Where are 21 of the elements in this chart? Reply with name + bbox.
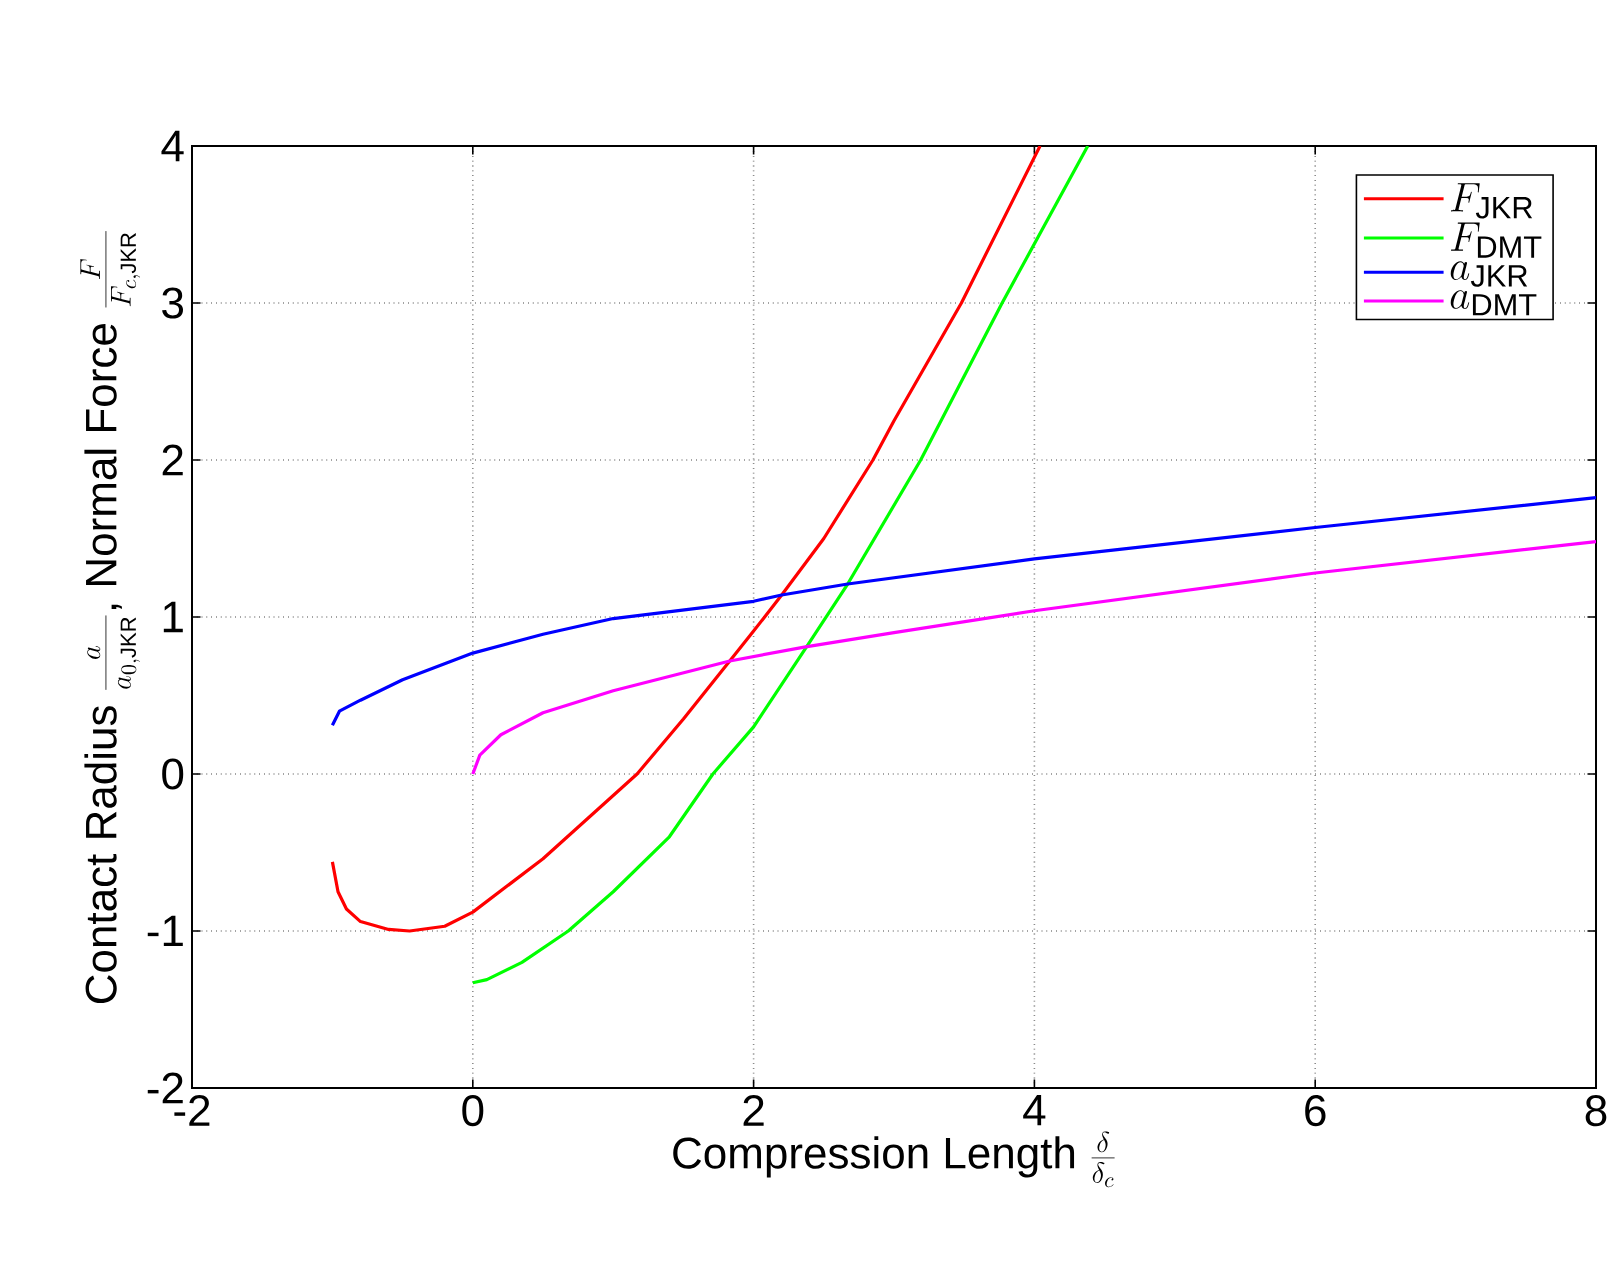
y-tick-label: 3 xyxy=(162,287,184,319)
line-series xyxy=(471,540,1596,776)
line-series xyxy=(330,145,1042,933)
y-tick-label: 2 xyxy=(162,444,183,476)
y-tick-label: 0 xyxy=(162,758,184,790)
line-series xyxy=(330,496,1596,727)
line-series xyxy=(471,145,1090,985)
legend-label: $F_{\mathrm{JKR}}$ xyxy=(1450,183,1533,219)
y-axis-title: $\mbox{Contact Radius }\frac{a}{a_{0,\mathrm{JKR}}}\mbox{, Normal Force }\frac{F}{F_{c,\mathrm{JKR}}}$ xyxy=(80,231,141,1004)
x-tick-label: 0 xyxy=(462,1095,484,1127)
legend-label: $a_{\mathrm{DMT}}$ xyxy=(1450,290,1537,316)
x-tick-label: 8 xyxy=(1585,1095,1607,1127)
y-tick-label: 1 xyxy=(163,601,183,633)
y-tick-label: 4 xyxy=(161,130,184,162)
x-tick-label: 2 xyxy=(743,1095,764,1126)
legend-label: $a_{\mathrm{JKR}}$ xyxy=(1450,261,1528,287)
x-tick-label: 4 xyxy=(1023,1095,1046,1126)
y-tick-label: -1 xyxy=(147,915,183,947)
legend-label: $F_{\mathrm{DMT}}$ xyxy=(1450,222,1542,258)
x-axis-title: $\mbox{Compression Length }\frac{\delta}{\delta_c}$ xyxy=(673,1131,1115,1188)
x-tick-label: 6 xyxy=(1305,1095,1326,1127)
